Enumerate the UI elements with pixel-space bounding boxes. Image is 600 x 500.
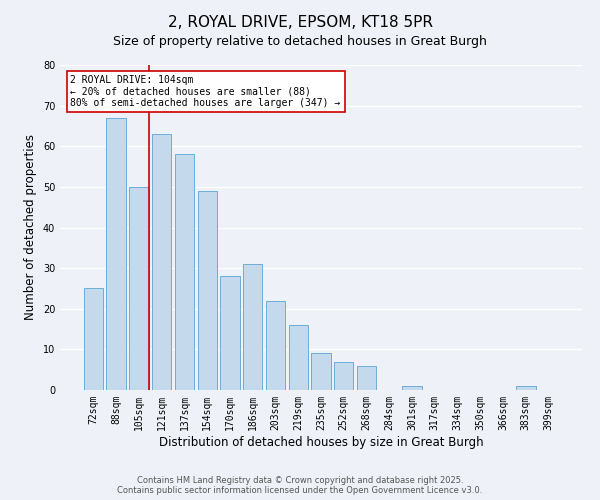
Y-axis label: Number of detached properties: Number of detached properties xyxy=(24,134,37,320)
Bar xyxy=(220,276,239,390)
Bar xyxy=(129,187,149,390)
Bar xyxy=(243,264,262,390)
Bar xyxy=(266,300,285,390)
Bar xyxy=(289,325,308,390)
Text: Size of property relative to detached houses in Great Burgh: Size of property relative to detached ho… xyxy=(113,35,487,48)
Bar xyxy=(106,118,126,390)
Text: 2 ROYAL DRIVE: 104sqm
← 20% of detached houses are smaller (88)
80% of semi-deta: 2 ROYAL DRIVE: 104sqm ← 20% of detached … xyxy=(70,74,341,108)
X-axis label: Distribution of detached houses by size in Great Burgh: Distribution of detached houses by size … xyxy=(158,436,484,448)
Bar xyxy=(311,354,331,390)
Bar xyxy=(516,386,536,390)
Bar xyxy=(403,386,422,390)
Bar xyxy=(334,362,353,390)
Text: 2, ROYAL DRIVE, EPSOM, KT18 5PR: 2, ROYAL DRIVE, EPSOM, KT18 5PR xyxy=(167,15,433,30)
Bar xyxy=(84,288,103,390)
Bar xyxy=(197,191,217,390)
Bar xyxy=(357,366,376,390)
Bar xyxy=(152,134,172,390)
Text: Contains HM Land Registry data © Crown copyright and database right 2025.
Contai: Contains HM Land Registry data © Crown c… xyxy=(118,476,482,495)
Bar xyxy=(175,154,194,390)
